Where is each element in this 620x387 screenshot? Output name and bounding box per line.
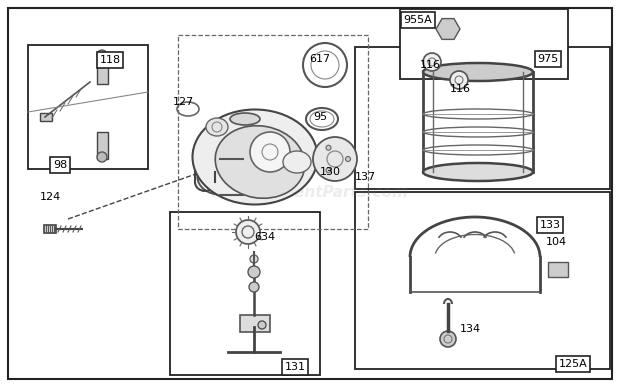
Text: 617: 617 <box>309 54 330 64</box>
Circle shape <box>97 152 107 162</box>
Ellipse shape <box>283 151 311 173</box>
Bar <box>355 192 610 369</box>
Circle shape <box>97 50 107 60</box>
Circle shape <box>313 137 357 181</box>
Circle shape <box>249 282 259 292</box>
Text: 118: 118 <box>99 55 120 65</box>
Circle shape <box>248 266 260 278</box>
Ellipse shape <box>215 126 305 198</box>
Text: 131: 131 <box>285 362 306 372</box>
Text: 134: 134 <box>459 324 481 334</box>
Text: 127: 127 <box>172 97 193 107</box>
Ellipse shape <box>423 63 533 81</box>
Text: 95: 95 <box>313 112 327 122</box>
Circle shape <box>423 53 441 71</box>
Circle shape <box>345 156 350 161</box>
Ellipse shape <box>230 113 260 125</box>
Bar <box>400 9 568 79</box>
Bar <box>28 45 148 169</box>
Circle shape <box>250 255 258 263</box>
Polygon shape <box>436 19 460 39</box>
Ellipse shape <box>423 163 533 181</box>
Bar <box>178 35 368 229</box>
Text: 104: 104 <box>546 237 567 247</box>
Text: 634: 634 <box>254 232 275 242</box>
Circle shape <box>258 321 266 329</box>
Bar <box>97 57 108 84</box>
Circle shape <box>450 71 468 89</box>
Circle shape <box>236 220 260 244</box>
Text: 133: 133 <box>539 220 560 230</box>
Text: 955A: 955A <box>404 15 432 25</box>
Bar <box>97 132 108 159</box>
Text: 116: 116 <box>450 84 471 94</box>
Text: 124: 124 <box>40 192 61 202</box>
Circle shape <box>326 168 331 173</box>
Text: 98: 98 <box>53 160 67 170</box>
Bar <box>548 262 568 277</box>
Bar <box>40 113 52 121</box>
Text: 130: 130 <box>319 167 340 177</box>
Circle shape <box>326 145 331 150</box>
Text: 975: 975 <box>538 54 559 64</box>
Circle shape <box>250 132 290 172</box>
Bar <box>240 315 270 332</box>
Bar <box>44 225 56 233</box>
Text: 116: 116 <box>420 60 440 70</box>
Text: ReplacementParts.com: ReplacementParts.com <box>211 185 409 200</box>
Ellipse shape <box>206 118 228 136</box>
Bar <box>355 47 610 189</box>
Circle shape <box>440 331 456 347</box>
Text: 137: 137 <box>355 172 376 182</box>
Ellipse shape <box>192 110 317 204</box>
Bar <box>170 212 320 375</box>
Text: 125A: 125A <box>559 359 587 369</box>
